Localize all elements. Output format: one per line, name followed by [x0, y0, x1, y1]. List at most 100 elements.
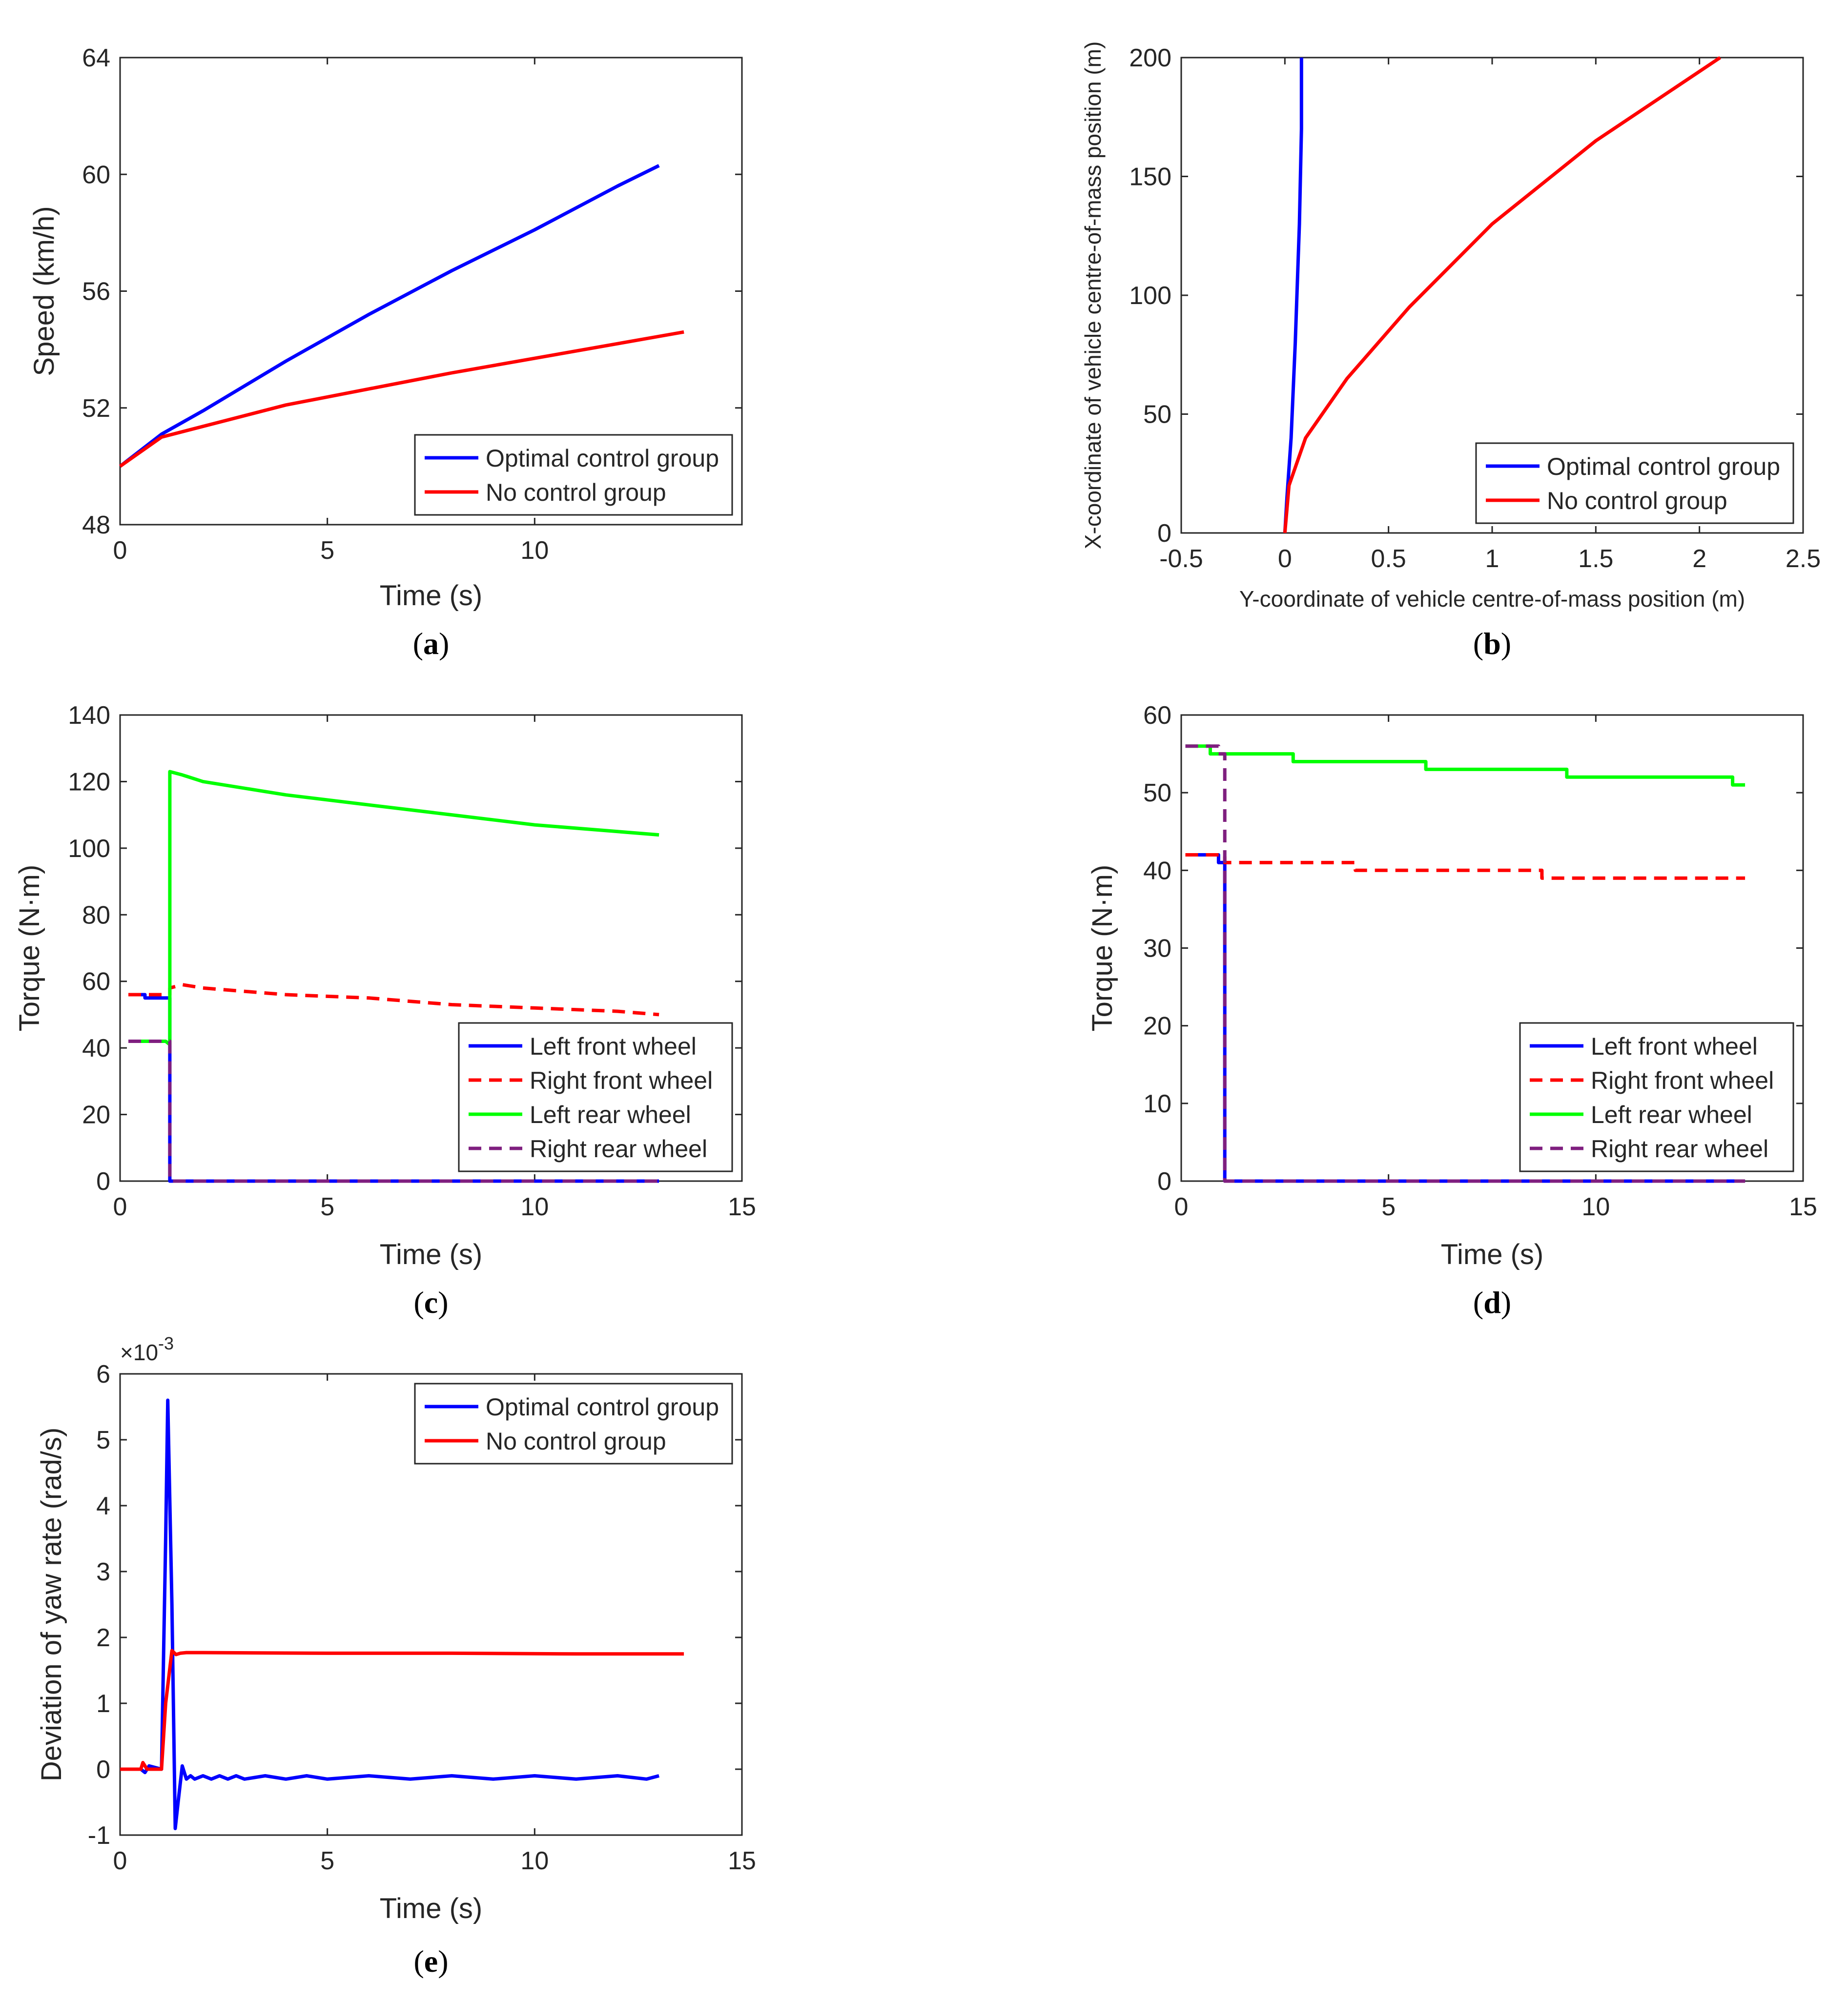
axis-exponent-power: -3 [158, 1333, 174, 1353]
caption-letter: b [1483, 626, 1501, 661]
legend-box [414, 1383, 733, 1465]
y-tick-label: 0 [96, 1756, 110, 1784]
legend-box [1519, 1022, 1794, 1172]
y-tick-label: 20 [82, 1101, 110, 1129]
x-axis-label: Time (s) [1441, 1239, 1543, 1270]
y-tick-label: 0 [1157, 519, 1171, 548]
caption-letter: e [424, 1944, 438, 1979]
legend-label: Optimal control group [486, 445, 719, 472]
x-tick-label: 0 [1174, 1193, 1189, 1221]
caption-open-paren: ( [413, 1285, 424, 1320]
series-line-1 [119, 164, 660, 468]
x-tick-label: 5 [320, 1847, 334, 1875]
y-tick-label: 50 [1143, 401, 1171, 429]
caption-close-paren: ) [1501, 1285, 1511, 1320]
y-tick-label: 10 [1143, 1090, 1171, 1118]
y-tick-label: 4 [96, 1492, 110, 1520]
y-tick-label: 120 [68, 768, 110, 796]
x-axis-label: Time (s) [380, 1893, 482, 1924]
legend-label: Right front wheel [530, 1067, 713, 1094]
x-tick-label: 1.5 [1578, 545, 1613, 573]
x-tick-label: 2 [1692, 545, 1706, 573]
x-tick-label: 0 [113, 536, 127, 565]
x-tick-label: 1 [1485, 545, 1499, 573]
series-line-2 [119, 330, 684, 468]
y-tick-label: 80 [82, 901, 110, 929]
legend: Left front wheel Right front wheel Left re… [458, 1022, 733, 1172]
series-line-1 [120, 1398, 660, 1830]
legend: Optimal control group No control group [414, 434, 733, 516]
y-tick-label: 56 [82, 278, 110, 306]
y-tick-label: 100 [1129, 282, 1171, 310]
y-tick-label: 60 [82, 161, 110, 189]
series-line-2 [1185, 853, 1745, 880]
legend-label: Optimal control group [1547, 453, 1780, 480]
y-axis-label: Torque (N·m) [1087, 865, 1118, 1032]
subfigure-caption: (e) [413, 1944, 448, 1979]
chart-c: 0 5 10 15 0 20 40 60 80 100 120 140 Time (s) Torque (… [14, 701, 756, 1320]
legend-label: Right rear wheel [1591, 1135, 1768, 1163]
subfigure-caption: (c) [413, 1285, 448, 1320]
subfigure-caption: (d) [1473, 1285, 1511, 1320]
legend-label: Left front wheel [530, 1033, 697, 1060]
y-tick-label: 3 [96, 1558, 110, 1586]
axis-exponent-label: ×10-3 [120, 1333, 174, 1365]
caption-letter: a [423, 626, 439, 661]
chart-d: 0 5 10 15 0 10 20 30 40 50 60 Time (s) Torque (N·m) (… [1087, 701, 1817, 1320]
legend-box [414, 434, 733, 516]
y-tick-label: 60 [1143, 701, 1171, 730]
caption-open-paren: ( [413, 626, 423, 661]
caption-close-paren: ) [438, 1285, 448, 1320]
x-tick-label: 10 [520, 1847, 549, 1875]
series-line-2 [1283, 56, 1722, 533]
axis-exponent-base: ×10 [120, 1340, 158, 1365]
y-tick-label: 2 [96, 1624, 110, 1652]
y-tick-label: 48 [82, 511, 110, 539]
x-tick-label: 5 [320, 1193, 334, 1221]
x-tick-label: 10 [520, 1193, 549, 1221]
y-tick-label: 52 [82, 394, 110, 423]
y-axis-label: Deviation of yaw rate (rad/s) [36, 1428, 67, 1781]
chart-b: -0.5 0 0.5 1 1.5 2 2.5050100150200Y-coordinate… [1080, 41, 1821, 661]
caption-close-paren: ) [439, 626, 449, 661]
y-tick-label: 0 [1157, 1167, 1171, 1196]
x-tick-label: 10 [1581, 1193, 1610, 1221]
legend-box [458, 1022, 733, 1172]
y-tick-label: 40 [82, 1034, 110, 1062]
y-tick-label: 60 [82, 968, 110, 996]
y-tick-label: -1 [88, 1821, 110, 1850]
series-line-4 [128, 1040, 659, 1183]
caption-letter: c [424, 1285, 438, 1320]
x-tick-label: -0.5 [1159, 545, 1203, 573]
y-tick-label: 30 [1143, 935, 1171, 963]
series-line-3 [1185, 744, 1745, 787]
y-tick-label: 200 [1129, 44, 1171, 72]
y-tick-label: 0 [96, 1167, 110, 1196]
series-line-2 [120, 1649, 684, 1771]
y-tick-label: 100 [68, 835, 110, 863]
x-tick-label: 15 [728, 1847, 756, 1875]
x-tick-label: 5 [1381, 1193, 1396, 1221]
series-line-4 [1185, 744, 1745, 1183]
legend-box [1475, 442, 1794, 524]
legend-label: No control group [1547, 487, 1727, 514]
x-tick-label: 0 [1278, 545, 1292, 573]
legend-label: No control group [486, 1428, 666, 1455]
caption-open-paren: ( [1473, 626, 1483, 661]
y-tick-label: 50 [1143, 779, 1171, 807]
x-tick-label: 0.5 [1371, 545, 1406, 573]
caption-open-paren: ( [1473, 1285, 1483, 1320]
y-axis-label: X-coordinate of vehicle centre-of-mass p… [1080, 41, 1106, 550]
legend: Optimal control group No control group [1475, 442, 1794, 524]
x-axis-label: Time (s) [380, 580, 482, 612]
x-tick-label: 10 [520, 536, 549, 565]
caption-close-paren: ) [1501, 626, 1511, 661]
x-axis-label: Y-coordinate of vehicle centre-of-mass p… [1239, 586, 1745, 612]
legend: Optimal control group No control group [414, 1383, 733, 1465]
series-line-1 [128, 993, 659, 1183]
legend-label: Left rear wheel [530, 1101, 691, 1128]
y-tick-label: 5 [96, 1426, 110, 1454]
legend-label: Left rear wheel [1591, 1101, 1752, 1128]
caption-letter: d [1483, 1285, 1501, 1320]
